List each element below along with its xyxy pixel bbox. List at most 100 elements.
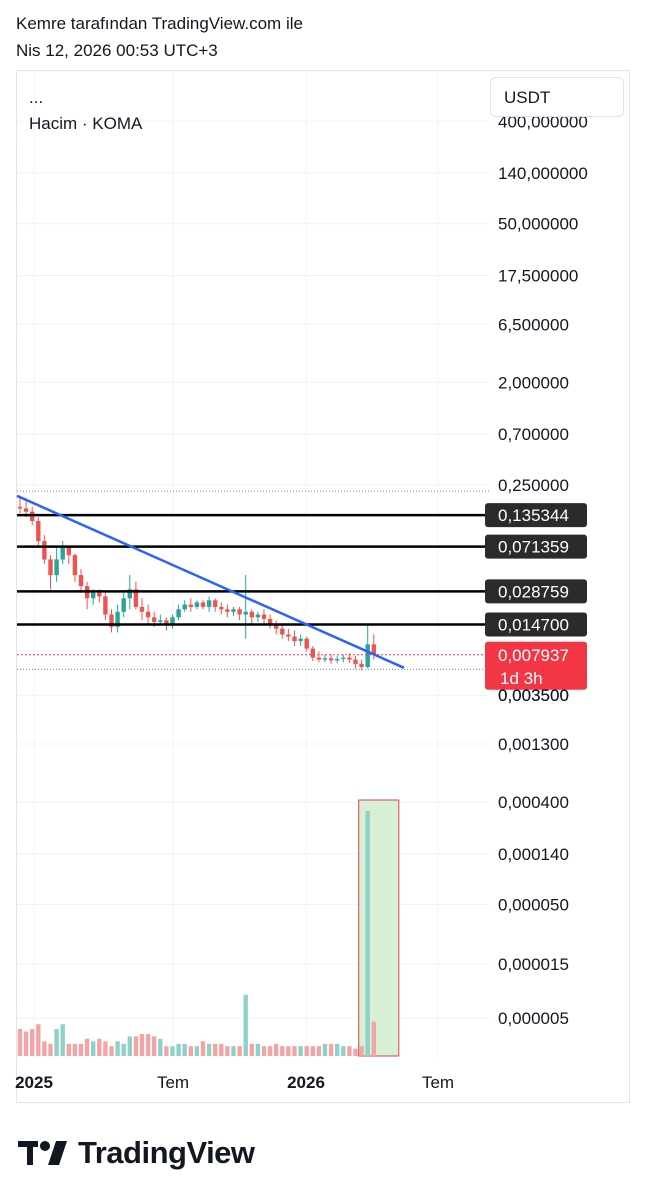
volume-bar xyxy=(267,1046,273,1056)
grid-lines xyxy=(17,71,489,1058)
volume-bar xyxy=(298,1046,303,1056)
candle-body xyxy=(200,602,206,607)
candle-body xyxy=(304,638,309,649)
candle-body xyxy=(298,638,303,641)
tradingview-logo-icon xyxy=(18,1141,67,1165)
candle-body xyxy=(328,658,334,661)
candle-body xyxy=(54,559,59,576)
price-tick-label: 140,000000 xyxy=(498,164,588,183)
candle-body xyxy=(341,657,346,659)
volume-bar xyxy=(225,1046,230,1056)
price-axis: 400,000000 140,000000 50,000000 17,500000 6,… xyxy=(498,112,588,1028)
volume-bar xyxy=(274,1043,279,1057)
price-tick-label: 0,001300 xyxy=(498,735,569,754)
volume-bar xyxy=(170,1046,175,1056)
current-price-label: 0,007937 xyxy=(498,646,569,665)
volume-bar xyxy=(249,1043,254,1057)
current-price-badge xyxy=(485,641,587,690)
candle-body xyxy=(255,614,261,618)
candle-body xyxy=(261,614,267,619)
currency-selector[interactable]: USDT xyxy=(490,77,624,117)
candle-body xyxy=(274,623,279,629)
volume-bar xyxy=(335,1043,340,1057)
price-tick-label: 0,003500 xyxy=(498,686,569,705)
volume-bar xyxy=(91,1041,96,1056)
tradingview-logo[interactable]: TradingView xyxy=(18,1133,255,1173)
volume-bar xyxy=(109,1046,114,1056)
volume-bar xyxy=(304,1046,309,1056)
descending-trendline xyxy=(16,494,405,669)
volume-bar xyxy=(237,1046,242,1056)
volume-bar xyxy=(66,1043,71,1057)
candle-body xyxy=(280,628,285,635)
level-badge-label: 0,135344 xyxy=(498,506,569,525)
volume-highlight-box xyxy=(358,799,400,1057)
price-tick-label: 0,003500 xyxy=(498,686,569,705)
candle-body xyxy=(133,589,139,607)
legend-more-button[interactable]: ... xyxy=(29,88,44,107)
candle-body xyxy=(353,659,358,664)
volume-bar xyxy=(60,1024,65,1057)
volume-bar xyxy=(48,1043,53,1057)
candle-body xyxy=(286,634,291,637)
price-tick-label: 0,000005 xyxy=(498,1009,569,1028)
level-badge xyxy=(485,534,587,559)
price-tick-label: 6,500000 xyxy=(498,315,569,334)
candle-body xyxy=(225,609,230,612)
candle-body xyxy=(91,592,96,599)
volume-bar xyxy=(194,1046,200,1056)
candle-body xyxy=(78,575,84,587)
bar-countdown-label: 1d 3h xyxy=(500,669,543,688)
time-tick-label: Tem xyxy=(157,1073,189,1092)
candle-body xyxy=(347,657,352,660)
volume-bar xyxy=(359,1046,364,1056)
volume-bar xyxy=(219,1043,224,1057)
candle-body xyxy=(231,609,236,612)
price-tick-label: 0,250000 xyxy=(498,476,569,495)
candle-body xyxy=(194,602,200,607)
volume-bar xyxy=(103,1041,108,1056)
candle-body xyxy=(60,547,65,560)
volume-bar xyxy=(30,1029,35,1056)
price-tick-label: 400,000000 xyxy=(498,112,588,131)
candle-body xyxy=(36,521,41,541)
price-tick-label: 0,000400 xyxy=(498,793,569,812)
candle-body xyxy=(66,547,71,556)
time-tick-label: Tem xyxy=(422,1073,454,1092)
candle-body xyxy=(292,636,297,642)
time-axis: 2025 Tem 2026 Tem xyxy=(15,1073,454,1092)
candle-body xyxy=(115,611,120,627)
candle-body xyxy=(23,508,29,512)
price-tick-label: 17,500000 xyxy=(498,267,578,286)
volume-bar xyxy=(231,1046,236,1056)
volume-bar xyxy=(310,1046,315,1056)
time-tick-label: 2026 xyxy=(287,1073,325,1092)
chart-timestamp: Nis 12, 2026 00:53 UTC+3 xyxy=(16,41,218,60)
volume-bar xyxy=(158,1038,163,1056)
volume-legend: Hacim · KOMA xyxy=(29,114,143,133)
candle-body xyxy=(139,606,145,612)
candle-body xyxy=(158,620,163,622)
volume-bar xyxy=(17,1029,23,1056)
candle-body xyxy=(219,606,224,610)
volume-bar xyxy=(97,1038,102,1056)
volume-bar xyxy=(145,1034,151,1057)
volume-bar xyxy=(72,1043,78,1057)
volume-bar xyxy=(84,1038,90,1056)
candle-body xyxy=(182,604,187,610)
volume-bar xyxy=(23,1031,29,1056)
candle-body xyxy=(170,617,175,626)
price-tick-label: 0,000140 xyxy=(498,845,569,864)
volume-bar xyxy=(78,1043,84,1057)
trendline-layer xyxy=(16,494,405,669)
candle-body xyxy=(371,644,376,655)
candle-body xyxy=(121,598,126,612)
volume-bars xyxy=(17,799,400,1057)
candle-body xyxy=(310,648,315,658)
candle-body xyxy=(145,611,151,618)
volume-bar xyxy=(286,1046,291,1056)
candle-body xyxy=(237,609,242,615)
price-tick-label: 0,000015 xyxy=(498,955,569,974)
level-badge-label: 0,014700 xyxy=(498,616,569,635)
